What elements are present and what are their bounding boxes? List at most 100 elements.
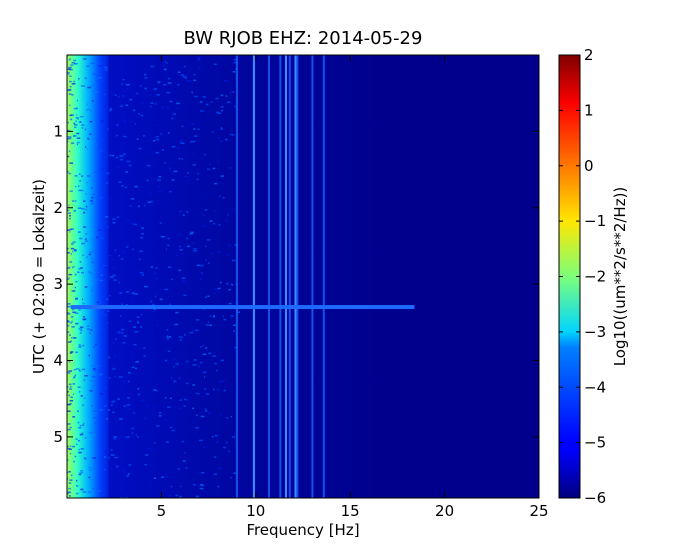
noise-speck — [182, 214, 185, 216]
noise-speck — [70, 228, 74, 230]
noise-speck — [150, 300, 153, 303]
noise-speck — [202, 371, 207, 374]
noise-speck — [89, 390, 93, 392]
noise-speck — [139, 250, 144, 252]
noise-speck — [133, 326, 136, 328]
noise-speck — [74, 374, 77, 377]
noise-speck — [111, 154, 115, 157]
noise-speck — [220, 94, 224, 97]
noise-speck — [97, 229, 102, 231]
noise-speck — [99, 393, 104, 395]
noise-speck — [103, 405, 108, 407]
noise-speck — [81, 242, 85, 245]
noise-speck — [91, 197, 94, 199]
noise-speck — [69, 231, 71, 233]
noise-speck — [141, 102, 144, 104]
noise-speck — [128, 464, 132, 466]
noise-speck — [192, 407, 195, 410]
noise-speck — [122, 342, 126, 344]
noise-speck — [129, 288, 132, 291]
noise-speck — [104, 314, 107, 317]
noise-speck — [189, 233, 194, 235]
noise-speck — [155, 267, 158, 269]
noise-speck — [220, 127, 223, 129]
noise-speck — [104, 456, 107, 458]
noise-speck — [134, 293, 138, 295]
noise-speck — [134, 123, 136, 125]
noise-speck — [79, 237, 83, 240]
noise-speck — [81, 175, 83, 177]
noise-speck — [74, 175, 78, 177]
noise-speck — [87, 108, 91, 111]
noise-speck — [69, 426, 72, 429]
noise-speck — [78, 328, 83, 330]
noise-speck — [126, 219, 130, 222]
noise-speck — [91, 405, 93, 407]
noise-speck — [197, 128, 200, 131]
noise-speck — [111, 400, 116, 403]
noise-speck — [136, 138, 139, 140]
noise-speck — [122, 251, 126, 253]
noise-speck — [198, 67, 201, 70]
noise-speck — [202, 344, 204, 347]
noise-speck — [143, 496, 145, 498]
noise-speck — [222, 197, 225, 199]
noise-speck — [177, 83, 180, 86]
noise-speck — [113, 274, 115, 277]
noise-speck — [200, 471, 205, 474]
noise-speck — [180, 74, 184, 76]
noise-speck — [99, 301, 102, 304]
noise-speck — [68, 487, 72, 490]
noise-speck — [128, 164, 130, 167]
noise-speck — [67, 321, 70, 323]
noise-speck — [69, 85, 72, 88]
noise-speck — [125, 246, 129, 248]
noise-speck — [70, 396, 73, 399]
noise-speck — [220, 106, 224, 108]
noise-speck — [212, 436, 214, 438]
noise-speck — [95, 365, 100, 368]
noise-speck — [67, 88, 72, 91]
noise-speck — [67, 391, 69, 393]
noise-speck — [223, 318, 227, 321]
noise-speck — [68, 403, 72, 405]
noise-speck — [75, 351, 78, 354]
noise-speck — [81, 298, 84, 301]
heatmap-gradient — [67, 55, 388, 498]
noise-speck — [72, 311, 77, 314]
noise-speck — [112, 267, 115, 270]
noise-speck — [169, 303, 171, 306]
noise-speck — [143, 355, 146, 357]
noise-speck — [88, 469, 93, 471]
noise-speck — [85, 240, 88, 242]
noise-speck — [67, 305, 69, 308]
noise-speck — [140, 114, 144, 117]
noise-speck — [217, 485, 220, 488]
noise-speck — [84, 77, 87, 80]
noise-speck — [186, 360, 189, 363]
noise-speck — [210, 252, 213, 255]
noise-speck — [167, 295, 169, 298]
noise-speck — [94, 460, 97, 463]
noise-speck — [205, 103, 209, 106]
noise-speck — [112, 368, 116, 370]
x-tick-label: 20 — [435, 502, 454, 520]
noise-speck — [119, 105, 124, 107]
noise-speck — [68, 471, 71, 473]
noise-speck — [212, 315, 216, 317]
noise-speck — [216, 369, 218, 372]
noise-speck — [204, 388, 207, 390]
noise-speck — [114, 376, 116, 378]
noise-speck — [226, 441, 228, 444]
noise-speck — [141, 233, 143, 235]
noise-speck — [97, 270, 102, 273]
noise-speck — [69, 162, 74, 164]
noise-speck — [78, 451, 82, 454]
noise-speck — [136, 316, 140, 318]
noise-speck — [92, 73, 96, 75]
noise-speck — [155, 138, 160, 141]
noise-speck — [225, 220, 228, 222]
noise-speck — [89, 200, 94, 202]
noise-speck — [199, 101, 203, 103]
noise-speck — [115, 465, 119, 468]
